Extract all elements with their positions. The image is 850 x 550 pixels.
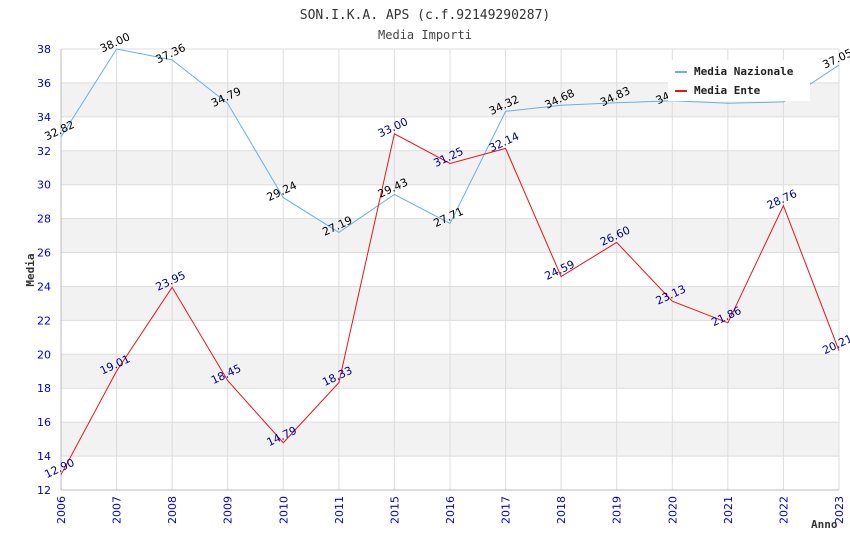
chart-subtitle: Media Importi: [378, 28, 472, 42]
y-tick-label: 18: [37, 382, 51, 395]
x-tick-label: 2011: [333, 496, 346, 524]
legend-label-media-ente: Media Ente: [694, 84, 761, 97]
data-label-media-ente: 33.00: [376, 115, 410, 140]
y-tick-label: 32: [37, 145, 51, 158]
y-tick-label: 30: [37, 179, 51, 192]
data-label-media-ente: 24.59: [543, 258, 577, 283]
y-tick-label: 38: [37, 43, 51, 56]
x-tick-label: 2009: [222, 496, 235, 524]
x-tick-label: 2018: [555, 496, 568, 524]
y-tick-label: 14: [37, 450, 51, 463]
y-tick-label: 12: [37, 484, 51, 497]
grid: [60, 48, 840, 491]
y-axis-title: Media: [24, 253, 37, 286]
y-tick-label: 28: [37, 213, 51, 226]
x-tick-label: 2019: [611, 496, 624, 524]
data-label-media-ente: 20.21: [820, 332, 850, 357]
series-line-media-ente: [60, 133, 840, 475]
x-tick-label: 2010: [277, 496, 290, 524]
x-tick-label: 2015: [388, 496, 401, 524]
y-tick-label: 24: [37, 280, 51, 293]
x-tick-label: 2020: [666, 496, 679, 524]
y-tick-label: 16: [37, 416, 51, 429]
y-tick-label: 22: [37, 314, 51, 327]
x-tick-label: 2017: [500, 496, 513, 524]
x-tick-label: 2006: [55, 496, 68, 524]
x-tick-label: 2007: [111, 496, 124, 524]
x-tick-label: 2016: [444, 496, 457, 524]
x-tick-label: 2023: [833, 496, 846, 524]
chart-title: SON.I.K.A. APS (c.f.92149290287): [300, 8, 550, 23]
series-lines: [60, 48, 840, 475]
x-tick-label: 2021: [722, 496, 735, 524]
x-tick-label: 2022: [777, 496, 790, 524]
y-tick-label: 34: [37, 111, 51, 124]
x-tick-label: 2008: [166, 496, 179, 524]
series-line-media-nazionale: [60, 48, 840, 233]
y-tick-label: 20: [37, 348, 51, 361]
legend-background: [668, 60, 810, 101]
data-label-media-nazionale: 37.36: [154, 41, 188, 66]
y-tick-label: 36: [37, 77, 51, 90]
legend-label-media-nazionale: Media Nazionale: [694, 65, 794, 78]
y-tick-label: 26: [37, 247, 51, 260]
legend: Media Nazionale Media Ente: [668, 60, 810, 101]
x-axis-title: Anno: [811, 518, 838, 531]
